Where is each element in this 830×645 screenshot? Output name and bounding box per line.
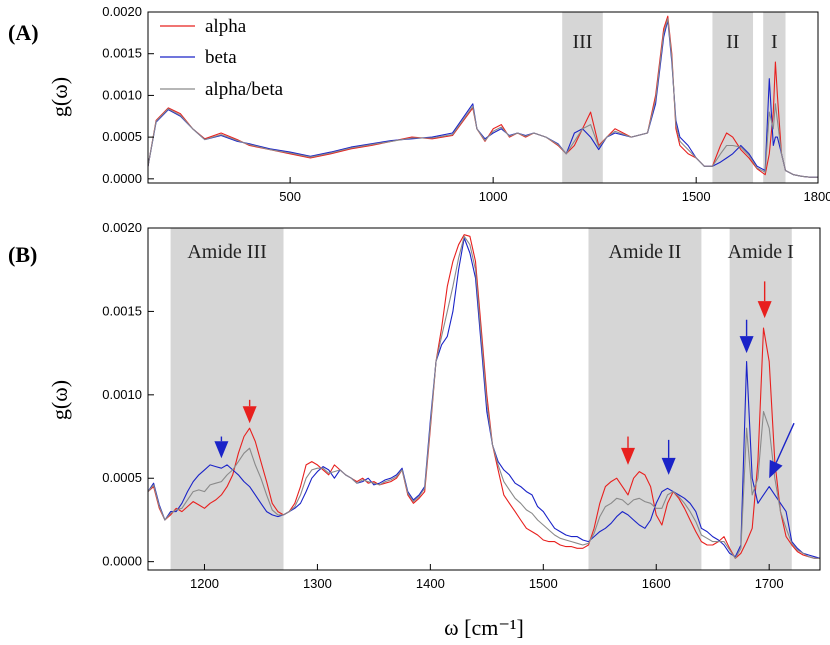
x-tick-label-1800: 1800 (804, 189, 830, 204)
y-tick-label-0: 0.0000 (102, 171, 142, 186)
panel-b: (B) g(ω) Amide III Amide II Amide I 1200 13… (8, 220, 821, 640)
region-amide-ii (588, 228, 702, 570)
legend-label-beta: beta (205, 47, 237, 68)
x-tick-label-500: 500 (279, 189, 301, 204)
x-tick-label-1700: 1700 (755, 576, 784, 591)
x-tick-label-1600: 1600 (642, 576, 671, 591)
legend-label-alpha: alpha (205, 16, 247, 37)
panel-a-regions: III II I (562, 12, 786, 183)
arrow-head-0 (214, 441, 229, 459)
region-label-amide-i: Amide I (728, 241, 794, 263)
x-tick-label-1200: 1200 (190, 576, 219, 591)
y-tick-label-2: 0.0010 (102, 387, 142, 402)
y-tick-label-1: 0.0005 (102, 470, 142, 485)
series-line-alpha-beta (147, 235, 820, 559)
region-label-ii: II (726, 31, 739, 53)
region-label-amide-ii: Amide II (609, 241, 682, 263)
arrow-head-4 (739, 336, 754, 354)
series-line-beta (147, 19, 818, 178)
arrow-head-3 (661, 457, 676, 475)
y-tick-label-1: 0.0005 (102, 129, 142, 144)
y-tick-label-4: 0.0020 (102, 4, 142, 19)
region-label-i: I (771, 31, 778, 53)
panel-a-label: (A) (8, 20, 39, 45)
panel-b-lines (147, 234, 821, 559)
panel-b-arrows (214, 281, 795, 479)
x-tick-label-1400: 1400 (416, 576, 445, 591)
region-label-iii: III (572, 31, 592, 53)
panel-b-ylabel: g(ω) (47, 380, 72, 420)
x-axis-label: ω [cm⁻¹] (444, 615, 524, 640)
series-line-beta (147, 237, 821, 559)
region-iii (562, 12, 603, 183)
region-label-amide-iii: Amide III (187, 241, 266, 263)
panel-b-label: (B) (8, 242, 37, 267)
panel-a-lines (147, 15, 818, 178)
panel-a-ticks: 500 1000 1500 1800 0.0000 0.0005 0.0010 0.0015 0… (102, 4, 830, 204)
x-tick-label-1000: 1000 (479, 189, 508, 204)
y-tick-label-3: 0.0015 (102, 303, 142, 318)
y-tick-label-4: 0.0020 (102, 220, 142, 235)
region-amide-iii (170, 228, 284, 570)
arrow-head-1 (242, 406, 257, 424)
arrow-head-6 (769, 459, 783, 479)
arrow-shaft-6 (775, 422, 795, 464)
x-tick-label-1500: 1500 (529, 576, 558, 591)
panel-a: (A) g(ω) III II I 500 1000 1500 18000.00000.0… (8, 4, 830, 204)
y-tick-label-0: 0.0000 (102, 554, 142, 569)
y-tick-label-3: 0.0015 (102, 46, 142, 61)
y-tick-label-2: 0.0010 (102, 87, 142, 102)
series-line-alpha-beta (147, 18, 818, 178)
series-line-alpha (147, 234, 820, 559)
panel-a-ylabel: g(ω) (47, 77, 72, 117)
panel-b-ticks: 1200 1300 1400 1500 1600 1700 0.0000 0.0005 0.00… (102, 220, 783, 591)
legend-label-alpha-beta: alpha/beta (205, 79, 284, 100)
legend: alpha beta alpha/beta (160, 16, 284, 100)
x-tick-label-1500: 1500 (682, 189, 711, 204)
arrow-head-5 (757, 301, 772, 319)
panel-b-frame (147, 227, 821, 571)
series-line-alpha (147, 15, 818, 178)
panel-a-frame (147, 11, 819, 184)
arrow-head-2 (621, 447, 635, 465)
x-tick-label-1300: 1300 (303, 576, 332, 591)
panel-b-regions: Amide III Amide II Amide I (170, 228, 794, 570)
